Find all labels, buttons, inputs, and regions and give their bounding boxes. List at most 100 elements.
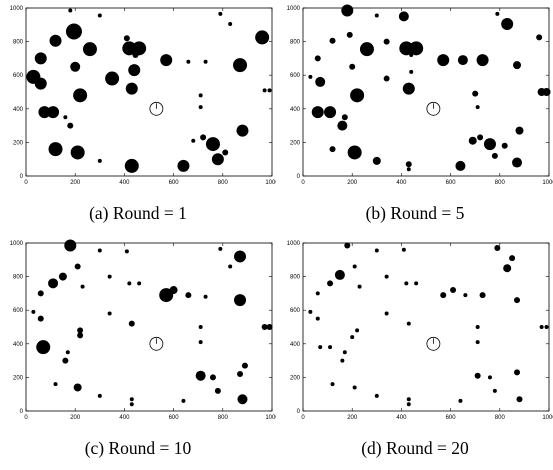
y-tick-label: 200 [290, 375, 301, 381]
plot-frame [25, 7, 273, 177]
data-point [455, 160, 466, 171]
data-point [468, 136, 477, 145]
data-point [350, 88, 365, 103]
center-clock-icon [149, 101, 164, 116]
y-tick-label: 1000 [287, 6, 301, 12]
y-tick-label: 600 [290, 73, 301, 79]
x-tick-label: 800 [495, 180, 506, 186]
y-tick-label: 1000 [287, 241, 301, 247]
data-point [494, 245, 501, 252]
scatter-plot-round-10: 0 200 400 600 800 1000 0 200 400 600 800 1000 [10, 239, 276, 421]
data-point [237, 394, 248, 405]
data-point [457, 55, 468, 66]
data-point [128, 320, 135, 327]
data-point [409, 69, 414, 74]
data-point [479, 292, 486, 299]
data-point [31, 309, 36, 314]
y-tick-label: 1000 [10, 241, 24, 247]
x-tick-label: 600 [446, 180, 457, 186]
scatter-plot-round-20: 0 200 400 600 800 1000 0 200 400 600 800 1000 [287, 241, 553, 421]
data-point [359, 42, 374, 57]
data-point [49, 34, 62, 47]
data-point [406, 402, 411, 407]
data-point [266, 324, 273, 330]
data-point [487, 375, 492, 380]
caption-round-5: (b) Round = 5 [365, 203, 465, 223]
data-point [159, 288, 174, 303]
data-point [128, 64, 141, 77]
data-point [329, 146, 336, 153]
data-point [404, 281, 409, 286]
data-point [195, 370, 206, 381]
scatter-plot-round-5: 0 200 400 600 800 1000 0 200 400 600 800 1000 [287, 4, 553, 186]
data-point [53, 382, 58, 387]
data-point [107, 311, 112, 316]
data-point [203, 59, 208, 64]
data-point [236, 124, 249, 137]
data-point [205, 137, 220, 152]
data-point [97, 248, 102, 253]
y-tick-label: 400 [290, 342, 301, 348]
y-tick-label: 800 [290, 40, 301, 46]
data-point [198, 93, 203, 98]
data-point [211, 153, 224, 166]
data-point [222, 149, 229, 156]
data-point [318, 345, 323, 350]
data-point [409, 53, 414, 58]
y-tick-label: 0 [297, 174, 301, 180]
data-point [383, 75, 390, 82]
data-point [503, 264, 512, 273]
x-tick-label: 0 [24, 180, 28, 186]
data-point [34, 77, 47, 90]
data-point [514, 369, 521, 376]
plot-frame [25, 242, 273, 412]
data-point [350, 335, 355, 340]
y-tick-label: 600 [290, 308, 301, 314]
y-tick-label: 1000 [10, 6, 24, 12]
data-point [409, 41, 424, 56]
data-point [383, 38, 390, 45]
data-point [501, 17, 514, 30]
data-point [402, 82, 415, 95]
x-tick-label: 400 [119, 415, 130, 421]
x-tick-label: 0 [301, 415, 305, 421]
data-point [105, 71, 120, 86]
data-point [48, 278, 59, 289]
y-tick-label: 800 [290, 275, 301, 281]
y-tick-label: 800 [13, 275, 24, 281]
data-point [228, 21, 233, 26]
data-point [475, 340, 480, 345]
data-point [327, 280, 334, 287]
data-point [399, 41, 414, 56]
data-point [70, 145, 85, 160]
data-point [406, 321, 411, 326]
data-point [372, 156, 381, 165]
data-point [374, 393, 379, 398]
data-point [414, 281, 419, 286]
x-tick-label: 0 [301, 180, 305, 186]
y-tick-label: 600 [13, 73, 24, 79]
data-point [122, 41, 137, 56]
data-point [398, 11, 409, 22]
data-point [324, 106, 337, 119]
data-point [515, 126, 524, 135]
data-point [308, 74, 313, 79]
data-point [509, 255, 516, 262]
data-point [64, 239, 77, 252]
data-point [218, 246, 223, 251]
data-point [474, 372, 481, 379]
data-point [129, 397, 134, 402]
data-point [314, 55, 321, 62]
data-point [186, 59, 191, 64]
data-point [347, 145, 362, 160]
data-point [68, 8, 73, 13]
data-point [123, 35, 130, 42]
data-point [132, 41, 147, 56]
data-point [262, 88, 267, 93]
data-point [311, 106, 324, 119]
data-point [308, 309, 313, 314]
data-point [334, 269, 345, 280]
data-point [82, 42, 97, 57]
data-point [169, 286, 178, 295]
data-point [228, 264, 233, 269]
